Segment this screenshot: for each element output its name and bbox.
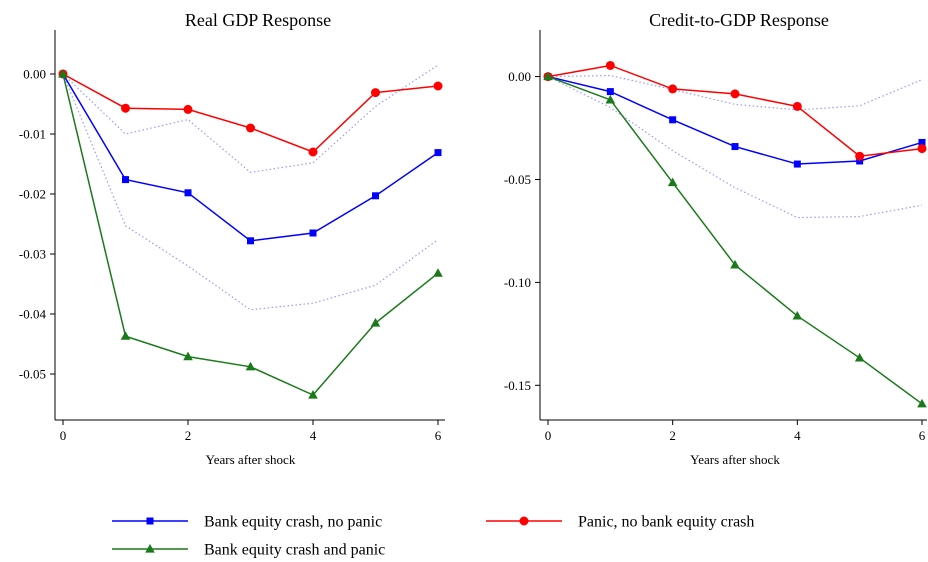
panel-title: Real GDP Response [185, 10, 331, 30]
data-point-triangle [917, 398, 927, 408]
confidence-band-lower [62, 73, 439, 311]
series-line-circle [62, 73, 439, 153]
panel-title: Credit-to-GDP Response [649, 10, 829, 30]
x-axis-label: Years after shock [690, 452, 780, 467]
legend-label: Bank equity crash and panic [204, 542, 385, 559]
data-point-circle [855, 151, 865, 161]
data-point-triangle [433, 268, 443, 277]
y-tick-label: -0.15 [504, 378, 531, 393]
x-tick-label: 6 [919, 428, 926, 443]
data-point-square [731, 143, 739, 151]
y-tick-label: -0.05 [19, 367, 46, 382]
data-point-triangle [58, 69, 68, 78]
data-point-square [434, 149, 442, 157]
legend-marker-circle [519, 516, 529, 526]
data-point-circle [308, 147, 318, 157]
data-point-circle [246, 123, 255, 133]
x-tick-label: 4 [310, 428, 317, 443]
data-point-circle [433, 81, 443, 91]
data-point-square [247, 237, 254, 245]
data-point-square [856, 157, 864, 165]
y-tick-label: -0.10 [504, 275, 531, 290]
y-tick-label: 0.00 [23, 67, 46, 82]
x-tick-label: 2 [669, 428, 676, 443]
data-point-square [122, 176, 129, 184]
series-line-circle [547, 64, 923, 158]
x-tick-label: 2 [185, 428, 192, 443]
legend: Bank equity crash, no panic Panic, no ban… [112, 514, 754, 559]
series-line-triangle [547, 75, 923, 405]
legend-item: Bank equity crash, no panic [112, 514, 382, 531]
panel-real-gdp: Real GDP Response 0.00 -0.01 -0.02 -0.03 -0.0… [19, 10, 445, 467]
x-tick-label: 0 [60, 428, 67, 443]
data-point-square [918, 138, 926, 146]
data-point-circle [121, 103, 130, 113]
data-point-square [606, 88, 614, 96]
data-point-triangle [605, 94, 616, 104]
legend-marker-triangle [145, 544, 155, 553]
data-point-square [669, 116, 677, 124]
x-axis-label: Years after shock [206, 452, 296, 467]
legend-label: Bank equity crash, no panic [204, 514, 382, 531]
data-point-circle [730, 89, 740, 99]
data-point-triangle [183, 351, 193, 361]
x-tick-label: 4 [794, 428, 801, 443]
panel-credit-to-gdp: Credit-to-GDP Response 0.00 -0.05 -0.10 -0.1… [504, 10, 927, 467]
y-tick-label: -0.02 [19, 187, 46, 202]
legend-label: Panic, no bank equity crash [578, 514, 754, 531]
data-point-triangle [245, 361, 256, 371]
series-line-triangle [62, 73, 439, 396]
data-point-circle [792, 101, 802, 111]
data-point-circle [668, 84, 678, 94]
series-line-square [62, 73, 439, 242]
legend-item: Bank equity crash and panic [112, 542, 385, 559]
data-point-triangle [120, 331, 131, 340]
x-tick-label: 6 [435, 428, 442, 443]
data-point-square [309, 229, 317, 237]
legend-item: Panic, no bank equity crash [486, 514, 754, 531]
y-tick-label: -0.05 [504, 172, 531, 187]
data-point-triangle [792, 310, 803, 320]
data-point-square [372, 192, 379, 200]
data-point-circle [917, 144, 927, 154]
data-point-triangle [667, 177, 678, 187]
data-point-triangle [308, 390, 318, 399]
confidence-band-lower [547, 76, 923, 219]
data-point-circle [605, 60, 615, 70]
y-tick-label: 0.00 [508, 69, 531, 84]
y-tick-label: -0.03 [19, 247, 46, 262]
y-tick-label: -0.04 [19, 307, 47, 322]
data-point-square [793, 160, 801, 168]
y-tick-label: -0.01 [19, 127, 46, 142]
data-point-triangle [370, 318, 381, 327]
data-point-circle [183, 104, 193, 114]
x-tick-label: 0 [545, 428, 552, 443]
data-point-triangle [730, 259, 740, 269]
confidence-band-upper [62, 64, 439, 174]
data-point-square [184, 189, 192, 197]
data-point-triangle [854, 352, 865, 362]
legend-marker-square [146, 517, 154, 525]
data-point-circle [371, 88, 380, 98]
data-point-triangle [543, 71, 553, 81]
